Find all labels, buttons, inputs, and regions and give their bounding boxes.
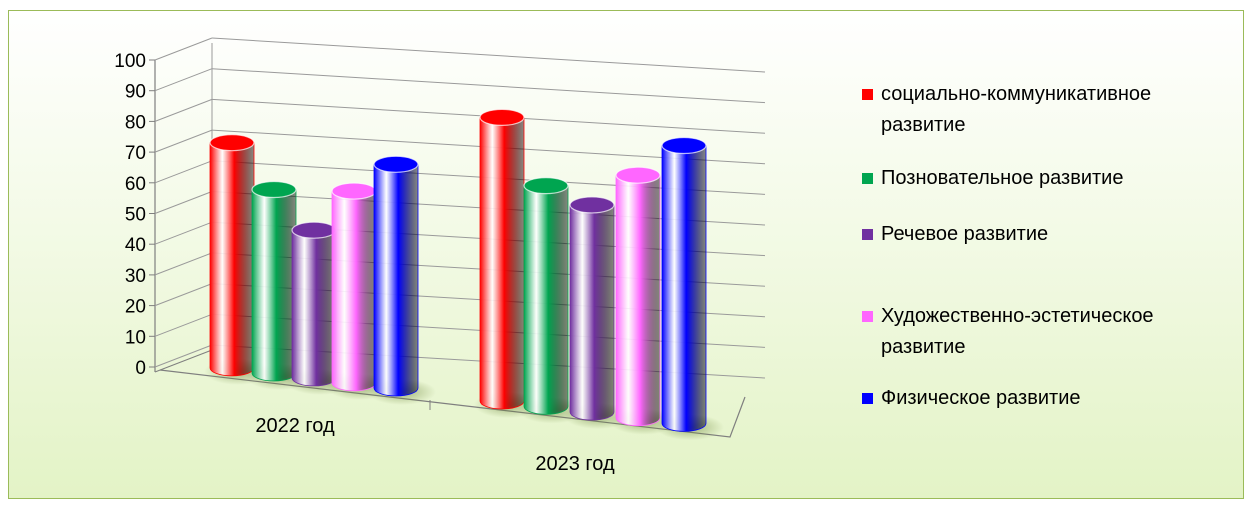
bar-body — [661, 145, 707, 432]
bar-body — [251, 189, 297, 382]
gridline-side — [154, 129, 213, 153]
legend-label: Художественно-эстетическое развитие — [881, 305, 1154, 358]
gridline-side — [154, 252, 213, 276]
gridline-side — [154, 37, 213, 61]
gridline-side — [154, 283, 213, 307]
bar-top — [373, 155, 419, 173]
bar — [368, 155, 436, 405]
legend-marker — [862, 173, 873, 184]
bar-body — [373, 163, 419, 397]
y-tick-label: 70 — [125, 143, 146, 164]
bar — [656, 136, 724, 441]
bar-top — [661, 136, 707, 155]
bar-top — [569, 196, 615, 214]
legend-label: Физическое развитие — [881, 387, 1080, 409]
y-tick-label: 90 — [125, 82, 146, 103]
gridline-side — [154, 191, 213, 214]
y-tick-label: 30 — [125, 266, 146, 287]
y-tick-label: 50 — [125, 205, 146, 226]
gridline-side — [154, 98, 213, 122]
bar-top — [615, 166, 661, 184]
gridline-side — [154, 344, 213, 368]
y-tick-label: 60 — [125, 174, 146, 195]
y-tick-label: 20 — [125, 297, 146, 318]
bar-top — [479, 108, 525, 126]
x-category-label: 2023 год — [535, 453, 615, 475]
bar-body — [291, 229, 337, 387]
gridline-side — [154, 221, 213, 245]
legend-marker — [862, 393, 873, 404]
floor-side-edge — [154, 349, 213, 373]
bar-body — [331, 190, 377, 392]
bar-body — [523, 185, 569, 415]
bar-top — [291, 221, 337, 239]
bar-top — [251, 180, 297, 199]
bar-top — [209, 134, 255, 152]
y-tick-label: 10 — [125, 327, 146, 348]
bar-body — [615, 174, 661, 427]
legend-label: Позновательное развитие — [881, 167, 1123, 189]
legend-marker — [862, 311, 873, 322]
gridline-side — [154, 68, 213, 92]
bar-body — [209, 142, 255, 377]
gridline-side — [154, 160, 213, 184]
x-category-label: 2022 год — [255, 415, 335, 437]
bar-body — [479, 116, 525, 410]
bar-top — [331, 182, 377, 200]
y-tick-label: 80 — [125, 112, 146, 133]
legend-label: Речевое развитие — [881, 223, 1048, 245]
bar — [564, 196, 632, 430]
gridline — [211, 37, 766, 73]
y-tick-label: 100 — [114, 51, 146, 72]
y-tick-label: 0 — [135, 358, 146, 379]
bar-body — [569, 204, 615, 421]
bar-top — [523, 177, 569, 195]
legend-marker — [862, 229, 873, 240]
gridline — [211, 68, 766, 104]
legend-label: социально-коммуникативное развитие — [881, 83, 1151, 136]
gridline-side — [154, 313, 213, 337]
legend-marker — [862, 89, 873, 100]
bar — [204, 134, 272, 385]
y-tick-label: 40 — [125, 235, 146, 256]
